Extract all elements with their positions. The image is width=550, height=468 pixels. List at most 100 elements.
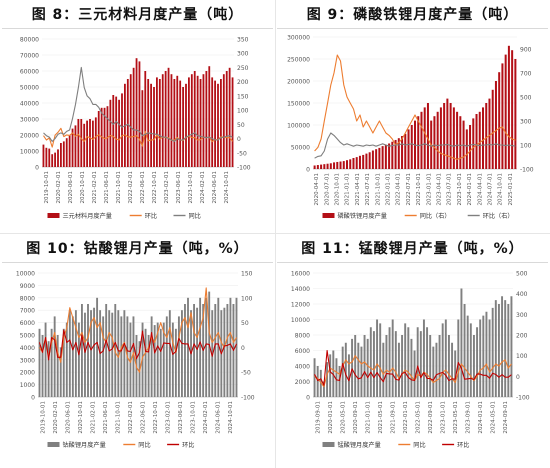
y-tick-label: 6000 [295,348,310,355]
y2-tick-label: -100 [520,167,534,174]
bar [74,310,77,397]
series-line-0 [314,355,512,388]
bar [103,107,106,167]
bar [81,304,83,397]
x-tick-label: 2021-01-01 [345,173,351,206]
x-tick-label: 2022-10-01 [416,173,422,206]
bar [60,143,62,167]
bar [341,346,344,397]
bar [199,79,202,167]
bar [479,319,482,397]
x-tick-label: 2021-10-01 [116,171,122,204]
y2-tick-label: 350 [237,37,249,44]
chart-panel-lco: 图 10：钴酸锂月产量（吨，%） 0 1000 2000 3000 4000 5000 60… [2,236,273,466]
y-tick-label: 10000 [291,317,310,324]
bar [463,304,466,397]
bar [351,338,354,397]
legend-label: 同比 [138,441,150,449]
y-tick-label: 8000 [295,333,310,340]
y2-tick-label: 250 [237,65,249,72]
x-tick-label: 2019-10-01 [40,401,46,434]
x-tick-label: 2024-02-01 [203,401,209,434]
y2-tick-label: 150 [241,271,253,278]
bar [481,107,485,169]
bar [214,80,216,167]
bar [329,354,332,397]
legend-label: 同比 [413,441,425,449]
x-tick-label: 2020-01-01 [328,401,334,434]
bar [121,93,123,167]
bar [342,161,345,169]
x-tick-label: 2021-05-01 [378,401,384,434]
bar [465,129,468,169]
bar [381,146,384,169]
bar [345,160,349,169]
bar [466,315,469,397]
bar [171,322,174,397]
bar [391,319,394,397]
bar [93,307,95,397]
x-tick-label: 2020-02-01 [53,401,59,434]
x-tick-label: 2022-02-01 [128,171,134,204]
bar [150,316,153,397]
bar [65,138,68,167]
bar [228,67,231,167]
x-tick-label: 2022-07-01 [406,173,412,206]
y2-tick-label: 500 [516,271,528,278]
bar [432,346,435,397]
bar [208,66,211,167]
bar [147,79,150,167]
bar [347,354,350,397]
y-tick-label: 2000 [295,379,310,386]
bar [156,322,159,397]
y2-tick-label: 200 [516,333,528,340]
legend-label: 环比（右） [483,212,514,220]
x-tick-label: 2024-05-01 [490,401,496,434]
bar [422,319,425,397]
y2-tick-label: -100 [516,395,530,402]
bar [112,95,115,167]
bar [196,75,199,167]
y-tick-label: 2000 [20,370,35,377]
bar [494,81,497,169]
x-tick-label: 2024-01-01 [467,173,473,206]
y2-tick-label: 150 [237,93,249,100]
x-tick-label: 2022-04-01 [396,173,402,206]
x-tick-label: 2020-10-01 [335,173,341,206]
bar [419,331,422,397]
legend-label: 锰酸锂月度产量 [338,441,381,449]
bar [167,67,170,167]
y-tick-label: 4000 [20,345,35,352]
bar [223,307,226,397]
bar [181,310,183,397]
bar [460,288,463,397]
legend-label: 环比 [457,441,469,449]
x-tick-label: 2021-07-01 [365,173,371,206]
bar [153,325,156,397]
y2-tick-label: 300 [516,312,528,319]
bar [57,149,59,167]
bar [62,328,65,397]
x-tick-label: 2019-10-01 [44,171,50,204]
bar [478,111,481,169]
bar [469,125,472,169]
legend-label: 钴酸锂月度产量 [63,441,106,449]
bar [141,90,144,167]
bar [190,74,193,167]
bar [156,77,158,167]
x-tick-label: 2020-06-01 [65,401,71,434]
bar [363,335,366,397]
bar [115,96,118,167]
y2-tick-label: 300 [520,119,532,126]
bar [443,103,446,169]
y-tick-label: 4000 [295,364,310,371]
chart-title: 图 10：钴酸锂月产量（吨，%） [2,236,273,263]
bar [220,79,222,167]
bar [235,297,238,397]
chart-lco: 0100020003000400050006000700080009000100… [16,271,255,450]
bar [435,342,438,397]
bar [372,331,375,397]
legend-swatch [322,442,335,447]
bar [84,312,86,397]
bar [326,163,329,169]
